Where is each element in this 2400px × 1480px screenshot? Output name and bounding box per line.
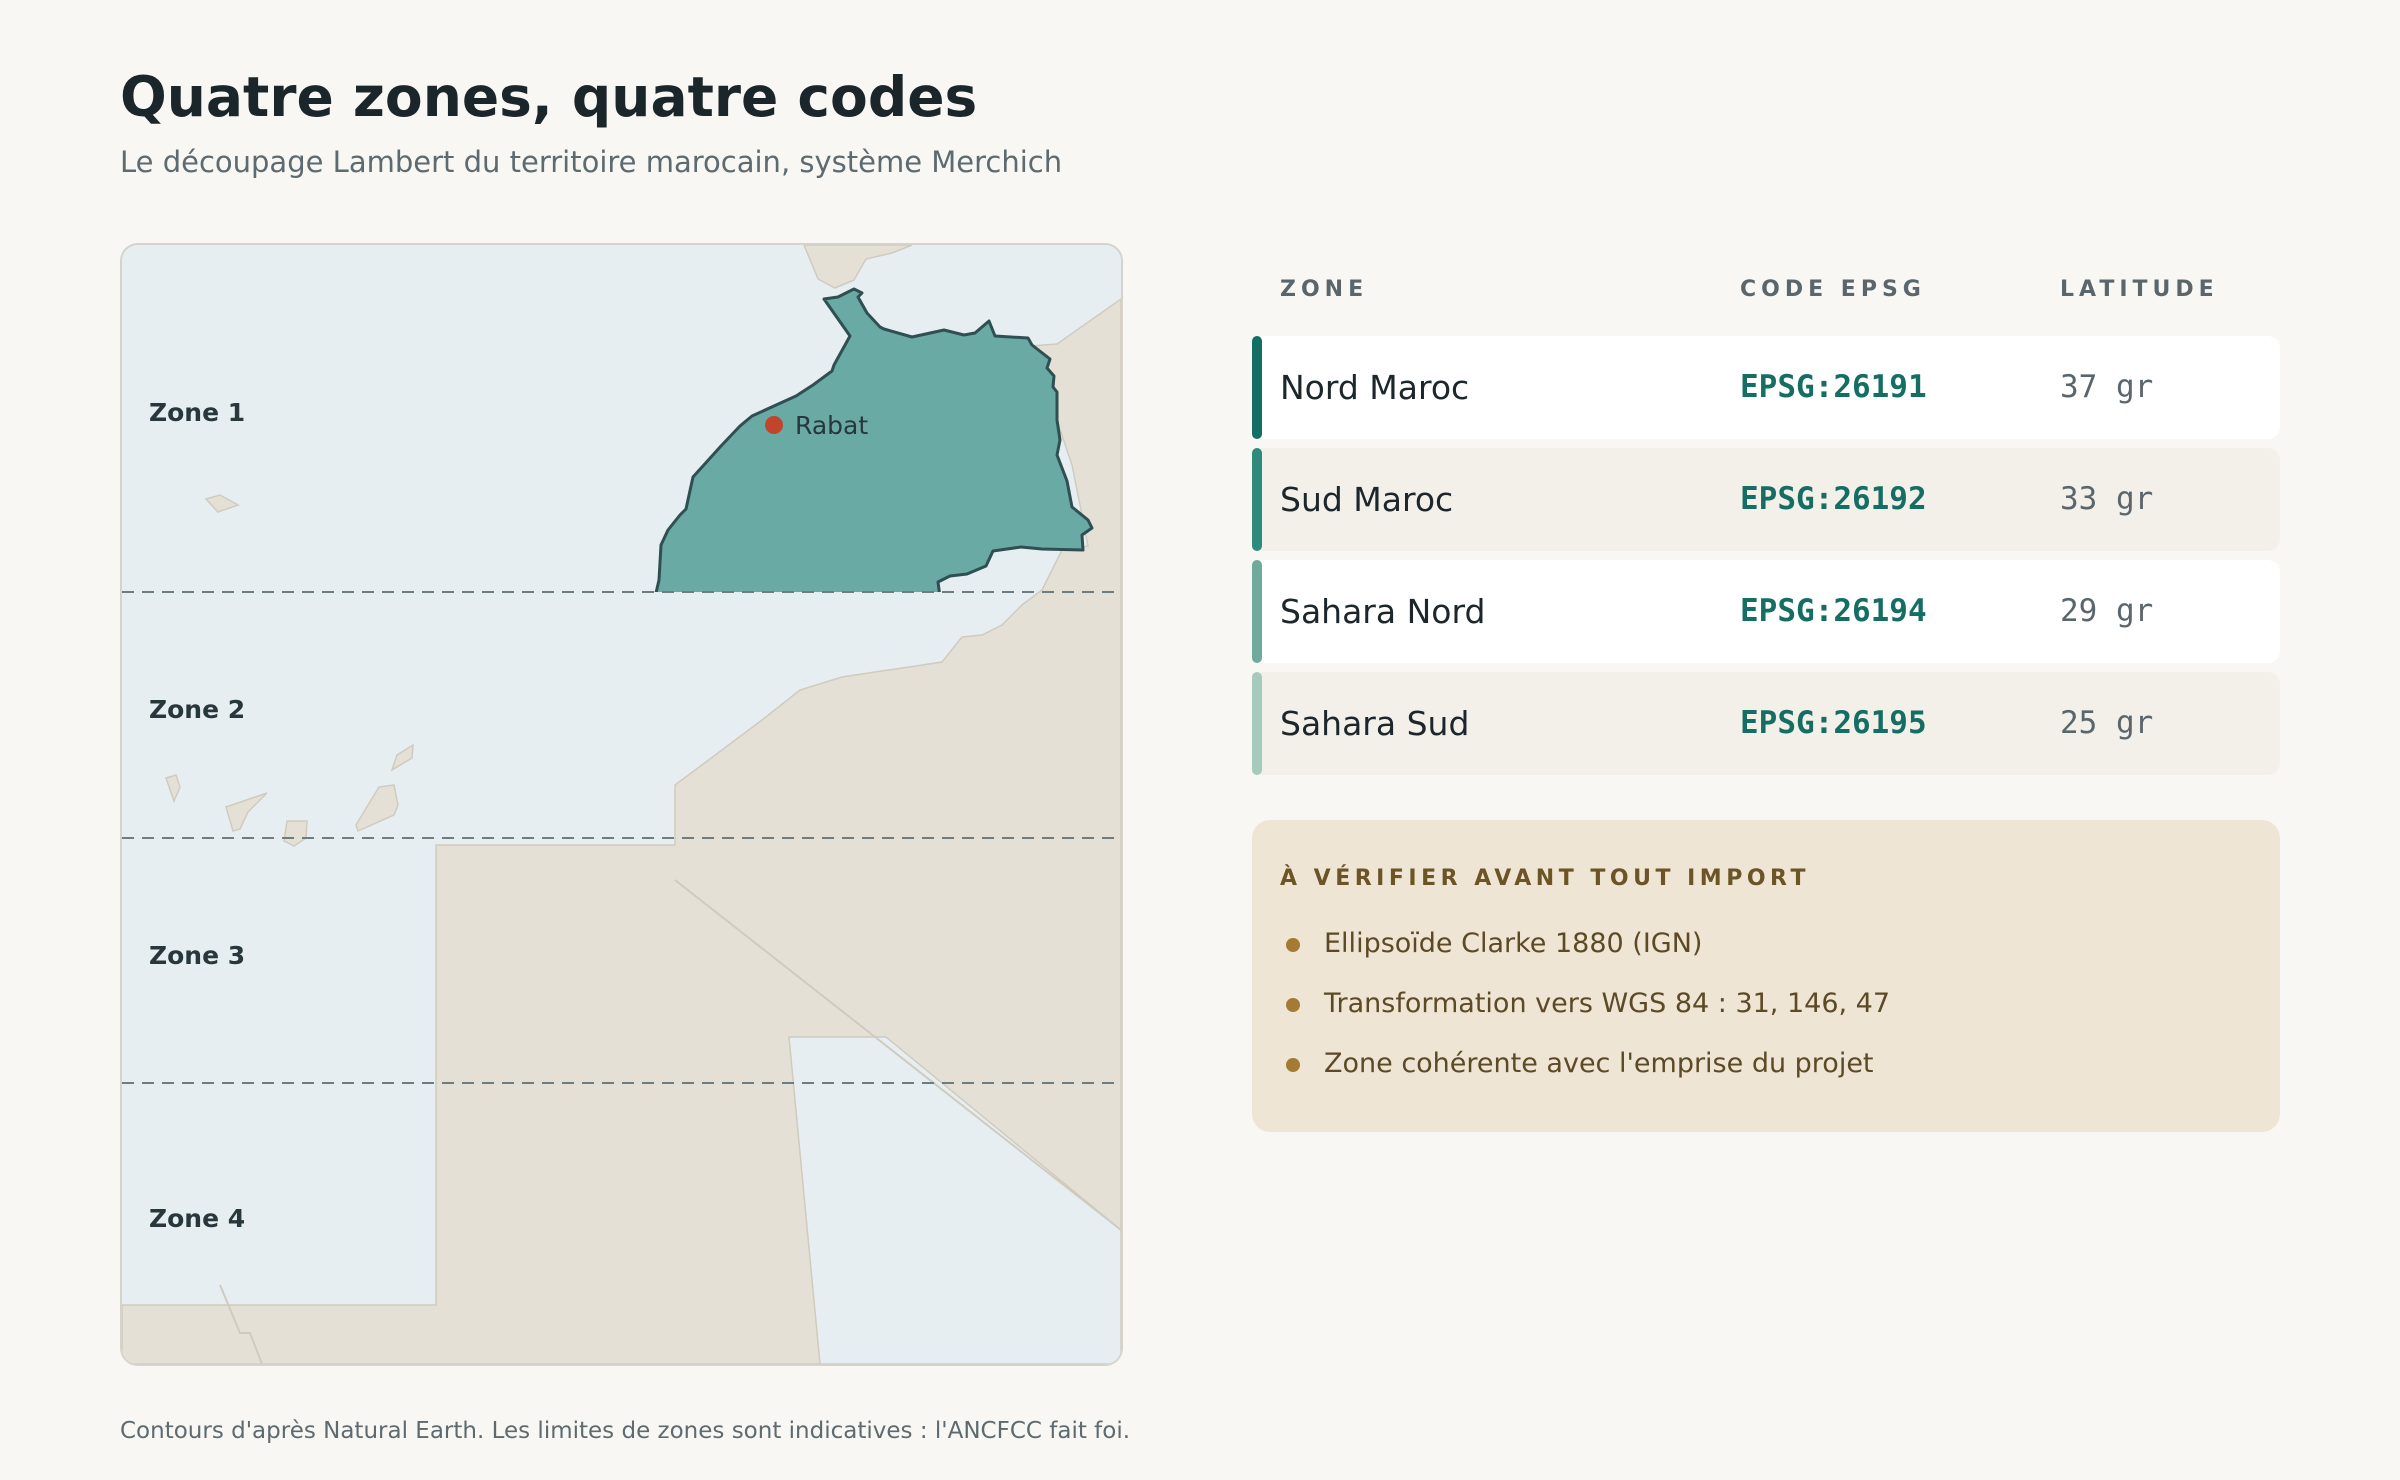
zone-latitude: 33 gr bbox=[2060, 481, 2154, 517]
column-header-code: CODE EPSG bbox=[1740, 277, 1926, 302]
zone-name: Nord Maroc bbox=[1280, 368, 1470, 407]
zone-table-header: ZONE CODE EPSG LATITUDE bbox=[1280, 277, 2280, 307]
column-header-zone: ZONE bbox=[1280, 277, 1369, 302]
bullet-icon bbox=[1286, 938, 1300, 952]
bullet-icon bbox=[1286, 1058, 1300, 1072]
page-title: Quatre zones, quatre codes bbox=[120, 65, 978, 129]
checklist-item: Zone cohérente avec l'emprise du projet bbox=[1280, 1044, 1890, 1104]
checklist-list: Ellipsoïde Clarke 1880 (IGN) Transformat… bbox=[1280, 924, 1890, 1104]
checklist-item-text: Ellipsoïde Clarke 1880 (IGN) bbox=[1324, 928, 1703, 959]
zone-latitude: 29 gr bbox=[2060, 593, 2154, 629]
zone-map: Zone 1 Zone 2 Zone 3 Zone 4 Rabat bbox=[120, 243, 1123, 1366]
zone-name: Sud Maroc bbox=[1280, 480, 1454, 519]
morocco-country bbox=[206, 289, 1092, 1323]
inland-water bbox=[788, 1036, 1121, 1364]
checklist-item: Ellipsoïde Clarke 1880 (IGN) bbox=[1280, 924, 1890, 984]
epsg-code: EPSG:26192 bbox=[1740, 481, 1927, 517]
zone-name: Sahara Nord bbox=[1280, 592, 1486, 631]
zone-name: Sahara Sud bbox=[1280, 704, 1470, 743]
checklist-item: Transformation vers WGS 84 : 31, 146, 47 bbox=[1280, 984, 1890, 1044]
spain-land bbox=[803, 245, 913, 289]
checklist-panel: À VÉRIFIER AVANT TOUT IMPORT Ellipsoïde … bbox=[1252, 820, 2280, 1132]
map-canvas: Zone 1 Zone 2 Zone 3 Zone 4 Rabat bbox=[122, 245, 1121, 1364]
rabat-marker bbox=[765, 416, 783, 434]
table-row: Sahara Nord EPSG:26194 29 gr bbox=[1252, 560, 2280, 663]
table-row: Nord Maroc EPSG:26191 37 gr bbox=[1252, 336, 2280, 439]
checklist-title: À VÉRIFIER AVANT TOUT IMPORT bbox=[1280, 866, 1810, 891]
zone-2-label: Zone 2 bbox=[149, 695, 245, 724]
canary-island bbox=[390, 743, 414, 772]
zone-color-bar bbox=[1252, 672, 1262, 775]
page-subtitle: Le découpage Lambert du territoire maroc… bbox=[120, 145, 1063, 179]
zone-latitude: 25 gr bbox=[2060, 705, 2154, 741]
source-note: Contours d'après Natural Earth. Les limi… bbox=[120, 1418, 1131, 1444]
column-header-latitude: LATITUDE bbox=[2060, 277, 2219, 302]
table-row: Sud Maroc EPSG:26192 33 gr bbox=[1252, 448, 2280, 551]
zone-3-label: Zone 3 bbox=[149, 941, 245, 970]
epsg-code: EPSG:26195 bbox=[1740, 705, 1927, 741]
canary-island bbox=[165, 774, 181, 804]
border-line-south bbox=[219, 1284, 263, 1364]
checklist-item-text: Transformation vers WGS 84 : 31, 146, 47 bbox=[1324, 988, 1891, 1019]
canary-island bbox=[355, 784, 399, 833]
checklist-item-text: Zone cohérente avec l'emprise du projet bbox=[1324, 1048, 1874, 1079]
zone-color-bar bbox=[1252, 560, 1262, 663]
zone-latitude: 37 gr bbox=[2060, 369, 2154, 405]
canary-island bbox=[225, 792, 268, 832]
epsg-code: EPSG:26191 bbox=[1740, 369, 1927, 405]
madeira-island bbox=[204, 494, 240, 513]
zone-color-bar bbox=[1252, 336, 1262, 439]
rabat-label: Rabat bbox=[795, 411, 868, 440]
bullet-icon bbox=[1286, 998, 1300, 1012]
zone-4-label: Zone 4 bbox=[149, 1204, 245, 1233]
zone-1-label: Zone 1 bbox=[149, 398, 245, 427]
epsg-code: EPSG:26194 bbox=[1740, 593, 1927, 629]
zone-color-bar bbox=[1252, 448, 1262, 551]
table-row: Sahara Sud EPSG:26195 25 gr bbox=[1252, 672, 2280, 775]
border-line bbox=[674, 879, 1121, 1231]
